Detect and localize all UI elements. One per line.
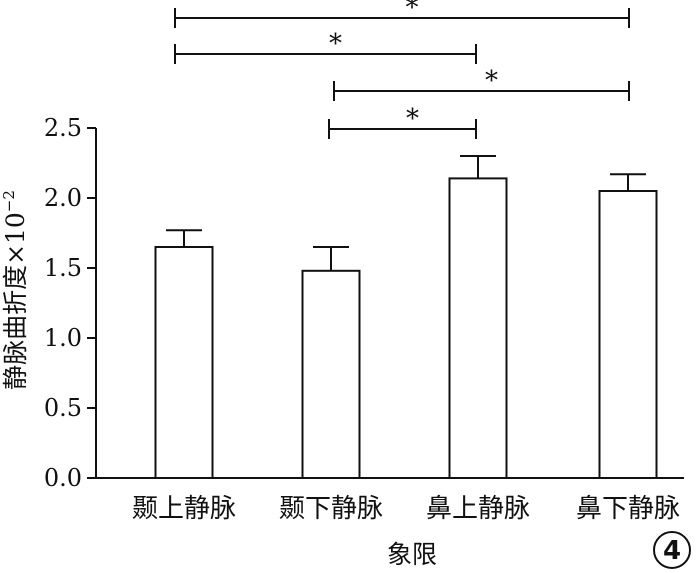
bar xyxy=(448,177,508,479)
significance-star: * xyxy=(329,29,342,59)
x-category-label: 颞上静脉 xyxy=(132,494,236,524)
x-category-label: 鼻上静脉 xyxy=(426,494,530,524)
category-labels: 颞上静脉 颞下静脉 鼻上静脉 鼻下静脉 xyxy=(132,494,680,524)
bars xyxy=(154,155,658,479)
axes: 0.0 0.5 1.0 1.5 2.0 2.5 xyxy=(44,114,684,492)
bar xyxy=(598,190,658,479)
y-axis-title-main: 静脉曲折度×10 xyxy=(1,212,30,390)
significance-star: * xyxy=(485,66,498,96)
panel-badge-label: 4 xyxy=(663,536,681,566)
bar xyxy=(154,246,214,479)
y-tick-label: 2.5 xyxy=(44,114,82,142)
y-tick-label: 1.0 xyxy=(44,324,82,352)
x-axis-title: 象限 xyxy=(387,540,437,569)
y-tick-label: 0.5 xyxy=(44,394,82,422)
y-tick-label: 1.5 xyxy=(44,254,82,282)
panel-badge-circle xyxy=(653,531,691,569)
y-axis-title-exponent: −2 xyxy=(0,190,18,212)
y-tick-label: 0.0 xyxy=(44,464,82,492)
significance-star: * xyxy=(406,0,419,23)
x-category-label: 颞下静脉 xyxy=(279,494,383,524)
y-tick-label: 2.0 xyxy=(44,184,82,212)
x-category-label: 鼻下静脉 xyxy=(576,494,680,524)
panel-badge: 4 xyxy=(653,531,691,569)
y-axis-title: 静脉曲折度×10−2 xyxy=(0,190,30,390)
significance-star: * xyxy=(406,104,419,134)
bar xyxy=(301,269,361,479)
significance-brackets: * * * * xyxy=(174,0,630,139)
